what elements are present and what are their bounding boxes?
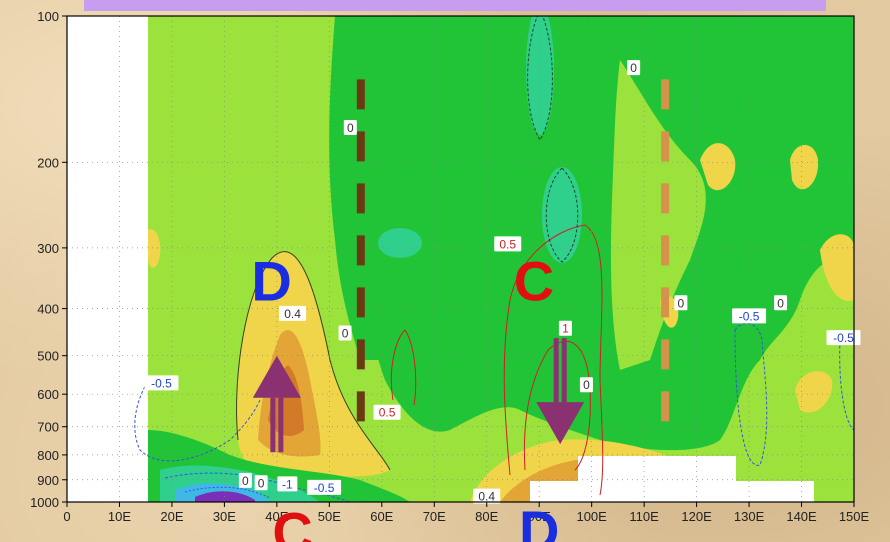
contour-lines (134, 16, 854, 502)
y-tick-label: 800 (37, 448, 59, 463)
svg-text:0.5: 0.5 (379, 406, 396, 420)
x-tick-label: 140E (786, 509, 817, 524)
x-tick-label: 80E (475, 509, 498, 524)
svg-text:0: 0 (583, 378, 590, 392)
y-tick-label: 500 (37, 349, 59, 364)
svg-text:-0.5: -0.5 (833, 331, 854, 345)
x-tick-label: 10E (108, 509, 131, 524)
svg-text:0: 0 (678, 296, 685, 310)
annotation-letter: D (519, 499, 559, 542)
x-tick-label: 100E (576, 509, 607, 524)
x-tick-label: 0 (63, 509, 70, 524)
y-tick-label: 100 (37, 9, 59, 24)
svg-text:0.5: 0.5 (499, 237, 516, 251)
svg-text:-0.5: -0.5 (151, 376, 172, 390)
svg-text:0.4: 0.4 (478, 490, 495, 504)
contour-label: 0 (627, 60, 641, 76)
x-tick-label: 30E (213, 509, 236, 524)
contour-label: 0.4 (473, 488, 501, 504)
plot-frame (66, 15, 855, 503)
contour-label: 0 (579, 377, 593, 393)
contour-label: 0.5 (373, 404, 401, 420)
x-tick-label: 110E (629, 509, 659, 524)
arrows (252, 338, 585, 453)
x-tick-label: 20E (160, 509, 183, 524)
contour-label: -0.5 (307, 479, 342, 495)
svg-text:1: 1 (562, 322, 569, 336)
x-tick-label: 70E (423, 509, 446, 524)
y-tick-label: 200 (37, 155, 59, 170)
x-tick-label: 150E (839, 509, 870, 524)
contour-fill (67, 16, 854, 502)
svg-text:-0.5: -0.5 (314, 481, 335, 495)
contour-label: 0 (338, 325, 352, 341)
y-tick-label: 600 (37, 387, 59, 402)
x-tick-label: 60E (370, 509, 393, 524)
contour-label: 0.5 (494, 236, 522, 252)
arrow-down (536, 338, 585, 445)
contour-label: 1 (558, 320, 572, 336)
svg-text:0: 0 (630, 61, 637, 75)
annotation-letter: D (251, 249, 291, 312)
x-tick-label: 120E (681, 509, 712, 524)
x-tick-label: 50E (318, 509, 341, 524)
y-tick-label: 300 (37, 241, 59, 256)
contour-label: 0 (674, 295, 688, 311)
svg-text:0: 0 (342, 326, 349, 340)
svg-text:-1: -1 (282, 477, 293, 491)
svg-text:0: 0 (242, 474, 249, 488)
annotation-letter: C (514, 249, 554, 312)
contour-label: 0 (254, 475, 268, 491)
x-tick-label: 90E (528, 509, 551, 524)
contour-label: -0.5 (826, 330, 861, 346)
svg-text:0: 0 (347, 121, 354, 135)
contour-label: 0 (774, 295, 788, 311)
y-tick-label: 900 (37, 473, 59, 488)
contour-label: -0.5 (144, 375, 179, 391)
contour-label: 0 (238, 472, 252, 488)
y-tick-label: 1000 (30, 495, 59, 510)
svg-text:0.4: 0.4 (284, 307, 301, 321)
arrow-up (252, 355, 301, 453)
svg-text:-0.5: -0.5 (739, 309, 760, 323)
svg-text:0: 0 (777, 296, 784, 310)
annotation-letter: C (272, 501, 312, 542)
y-tick-label: 700 (37, 420, 59, 435)
annotations: D C C D (251, 249, 559, 542)
dashed-lines (356, 79, 670, 433)
contour-label: -1 (277, 476, 298, 492)
gridlines (67, 16, 854, 502)
contour-label: 0 (343, 119, 357, 135)
title-banner (84, 0, 826, 11)
x-tick-label: 40E (265, 509, 288, 524)
x-axis: 0 10E 20E 30E 40E 50E 60E 70E 80E 90E 100E 110E 120E… (63, 502, 870, 524)
x-tick-label: 130E (734, 509, 765, 524)
y-tick-label: 400 (37, 302, 59, 317)
y-axis: 100 200 300 400 500 600 700 800 900 1000 (30, 9, 67, 510)
contour-label: -0.5 (732, 308, 767, 324)
svg-text:0: 0 (258, 476, 265, 490)
contour-label: 0.4 (279, 305, 307, 321)
